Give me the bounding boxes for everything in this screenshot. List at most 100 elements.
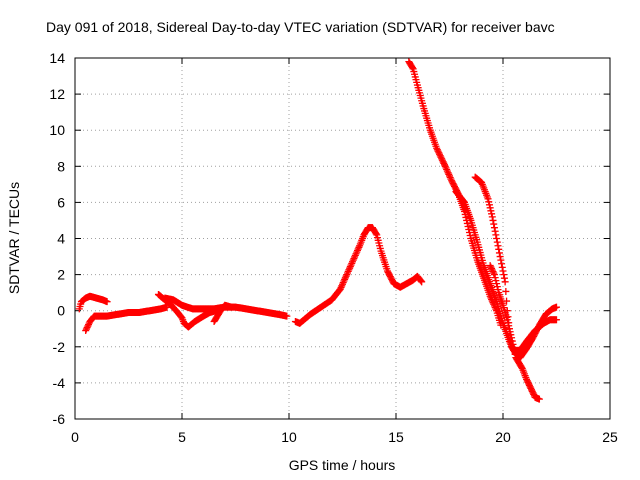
data-point <box>353 248 361 256</box>
data-point <box>340 277 348 285</box>
data-point <box>464 222 472 230</box>
data-point <box>491 274 499 282</box>
data-point <box>350 255 358 263</box>
data-point <box>491 227 499 235</box>
data-point <box>103 298 111 306</box>
data-point <box>509 340 517 348</box>
data-point <box>346 264 354 272</box>
data-point <box>498 263 506 271</box>
y-tick-label: 0 <box>57 303 65 319</box>
data-point <box>438 155 446 163</box>
data-point <box>506 328 514 336</box>
series-trace-b <box>82 303 171 335</box>
data-point <box>508 334 516 342</box>
data-point <box>343 269 351 277</box>
data-point <box>523 375 531 383</box>
data-point <box>526 383 534 391</box>
data-point <box>418 278 426 286</box>
x-tick-label: 5 <box>178 429 186 445</box>
data-point <box>345 266 353 274</box>
tick-label-layer: 0 5 10 15 20 25 -6 -4 -2 0 2 4 6 8 10 12 14 <box>49 50 618 445</box>
data-point <box>484 195 492 203</box>
data-point <box>433 144 441 152</box>
data-point <box>553 316 560 324</box>
data-point <box>489 268 497 276</box>
data-point <box>535 395 543 403</box>
data-point <box>84 322 92 330</box>
data-point <box>441 161 449 169</box>
series-trace-e <box>210 301 235 326</box>
data-point <box>82 325 90 333</box>
y-tick-label: -6 <box>53 411 66 427</box>
series-trace-f <box>291 224 426 327</box>
data-point <box>349 256 357 264</box>
x-tick-label: 20 <box>495 429 511 445</box>
data-point <box>498 260 506 268</box>
data-point <box>337 283 345 291</box>
x-tick-label: 0 <box>71 429 79 445</box>
data-point <box>433 146 441 154</box>
data-point <box>488 266 496 274</box>
data-point <box>227 303 235 311</box>
data-point <box>528 387 536 395</box>
y-tick-label: 12 <box>49 86 65 102</box>
data-point <box>343 271 351 279</box>
data-point <box>446 174 454 182</box>
data-point <box>487 263 495 271</box>
x-axis-label: GPS time / hours <box>289 457 396 473</box>
data-point <box>486 262 494 270</box>
data-point <box>494 242 502 250</box>
data-point <box>339 280 346 288</box>
series-trace-j <box>486 262 543 403</box>
data-point <box>440 159 448 167</box>
data-point <box>502 287 510 295</box>
data-point <box>437 153 445 161</box>
data-point <box>489 216 497 224</box>
data-point <box>443 166 451 174</box>
y-tick-label: 14 <box>49 50 65 66</box>
data-point <box>352 250 360 258</box>
data-point <box>518 363 526 371</box>
data-point <box>444 169 452 177</box>
data-point <box>528 386 536 394</box>
data-point <box>347 261 355 269</box>
series-layer <box>75 58 560 403</box>
data-point <box>372 230 380 238</box>
plot-frame <box>74 57 611 420</box>
data-point <box>342 272 350 280</box>
data-point <box>490 271 498 279</box>
data-point <box>351 253 359 261</box>
series-trace-g <box>405 58 505 329</box>
data-point <box>353 247 361 255</box>
data-point <box>508 337 516 345</box>
data-point <box>341 274 349 282</box>
data-point <box>492 277 500 285</box>
data-point <box>499 267 507 275</box>
data-point <box>493 235 501 242</box>
data-point <box>341 275 349 283</box>
data-point <box>497 256 505 264</box>
data-point <box>441 162 449 170</box>
data-point <box>336 285 344 293</box>
data-point <box>488 213 496 221</box>
data-point <box>525 380 533 388</box>
y-tick-label: 6 <box>57 194 65 210</box>
data-point <box>344 267 352 275</box>
data-point <box>503 316 511 324</box>
data-point <box>346 263 354 271</box>
y-tick-label: 10 <box>49 122 65 138</box>
data-point <box>436 152 444 160</box>
data-point <box>417 277 425 285</box>
data-point <box>492 231 500 239</box>
data-point <box>83 324 91 332</box>
data-point <box>495 245 503 253</box>
data-point <box>510 347 518 355</box>
data-point <box>523 377 531 385</box>
data-point <box>436 150 444 158</box>
data-point <box>493 280 501 288</box>
data-point <box>283 312 291 320</box>
data-point <box>500 274 508 282</box>
data-point <box>446 172 453 180</box>
data-point <box>348 258 356 266</box>
